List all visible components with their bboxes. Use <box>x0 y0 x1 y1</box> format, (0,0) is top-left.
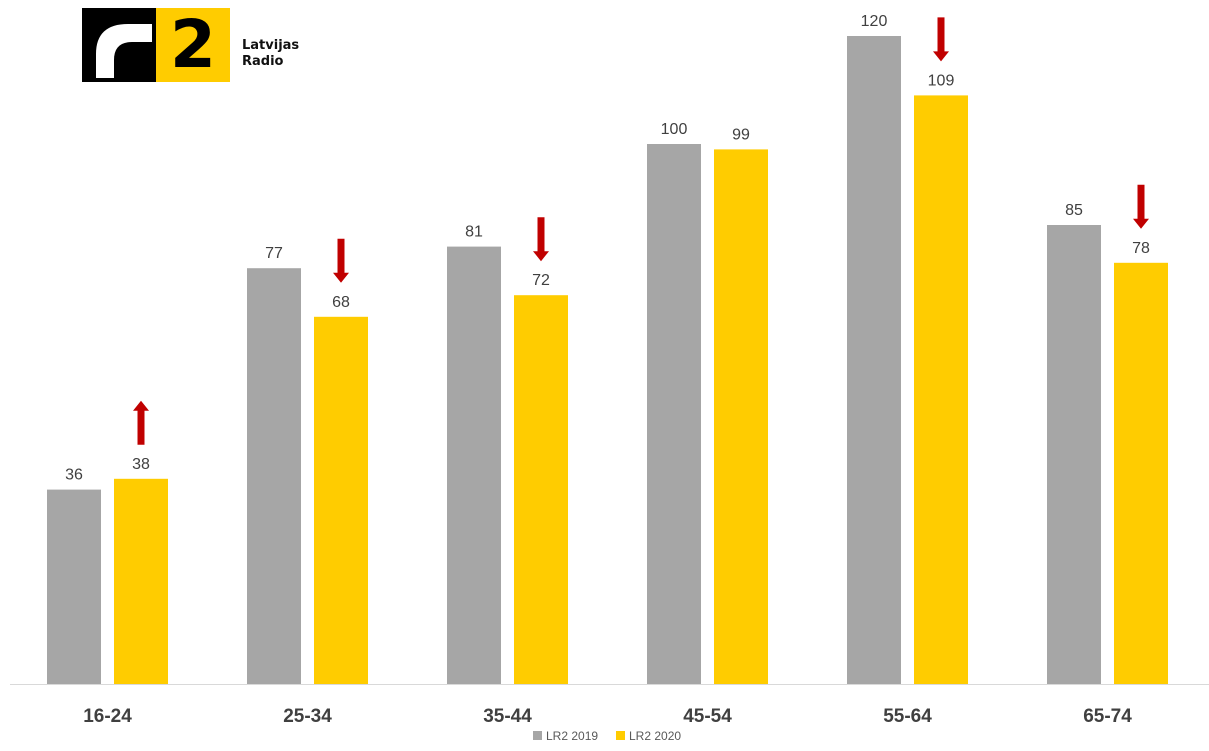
bar-lr2-2020-45-54 <box>714 149 768 684</box>
bar-lr2-2020-65-74 <box>1114 262 1168 684</box>
bar-lr2-2019-65-74 <box>1047 225 1101 684</box>
data-label-lr2-2019-16-24: 36 <box>65 467 83 484</box>
data-label-lr2-2019-25-34: 77 <box>265 245 283 262</box>
bar-lr2-2020-55-64 <box>914 95 968 684</box>
bar-lr2-2019-25-34 <box>247 268 301 684</box>
bar-lr2-2020-25-34 <box>314 316 368 684</box>
latvijas-radio-2-logo: 2 Latvijas Radio <box>82 6 312 83</box>
x-tick-label-16-24: 16-24 <box>83 706 132 727</box>
logo-name-line2: Radio <box>242 54 284 69</box>
bar-lr2-2019-45-54 <box>647 144 701 684</box>
data-label-lr2-2019-45-54: 100 <box>661 121 688 138</box>
logo-name-line1: Latvijas <box>242 38 300 53</box>
legend-swatch-lr2-2019 <box>533 731 542 740</box>
data-label-lr2-2020-16-24: 38 <box>132 456 150 473</box>
trend-arrow-up-16-24 <box>133 400 149 445</box>
legend-swatch-lr2-2020 <box>616 731 625 740</box>
trend-arrow-down-25-34 <box>333 238 349 283</box>
x-tick-label-65-74: 65-74 <box>1083 706 1132 727</box>
legend-label-lr2-2020: LR2 2020 <box>629 729 681 743</box>
trend-arrow-down-65-74 <box>1133 184 1149 229</box>
x-tick-label-35-44: 35-44 <box>483 706 532 727</box>
legend-label-lr2-2019: LR2 2019 <box>546 729 598 743</box>
x-tick-label-45-54: 45-54 <box>683 706 732 727</box>
bar-lr2-2020-16-24 <box>114 478 168 684</box>
logo-black-square <box>82 8 156 82</box>
data-label-lr2-2019-65-74: 85 <box>1065 202 1083 219</box>
data-label-lr2-2020-55-64: 109 <box>928 72 955 89</box>
data-label-lr2-2020-65-74: 78 <box>1132 240 1150 257</box>
bar-lr2-2019-55-64 <box>847 36 901 684</box>
logo-yellow-square: 2 <box>156 6 230 83</box>
trend-arrow-down-35-44 <box>533 217 549 262</box>
x-tick-label-25-34: 25-34 <box>283 706 332 727</box>
data-label-lr2-2020-35-44: 72 <box>532 272 550 289</box>
bar-lr2-2020-35-44 <box>514 295 568 684</box>
data-label-lr2-2020-45-54: 99 <box>732 126 750 143</box>
bar-lr2-2019-35-44 <box>447 246 501 684</box>
logo-wordmark: Latvijas Radio <box>242 38 299 70</box>
logo-curve-icon <box>96 24 152 78</box>
x-tick-label-55-64: 55-64 <box>883 706 932 727</box>
logo-digit: 2 <box>170 6 216 83</box>
data-label-lr2-2019-55-64: 120 <box>861 13 888 30</box>
data-label-lr2-2020-25-34: 68 <box>332 294 350 311</box>
data-label-lr2-2019-35-44: 81 <box>465 224 483 241</box>
bar-lr2-2019-16-24 <box>47 489 101 684</box>
trend-arrow-down-55-64 <box>933 17 949 62</box>
